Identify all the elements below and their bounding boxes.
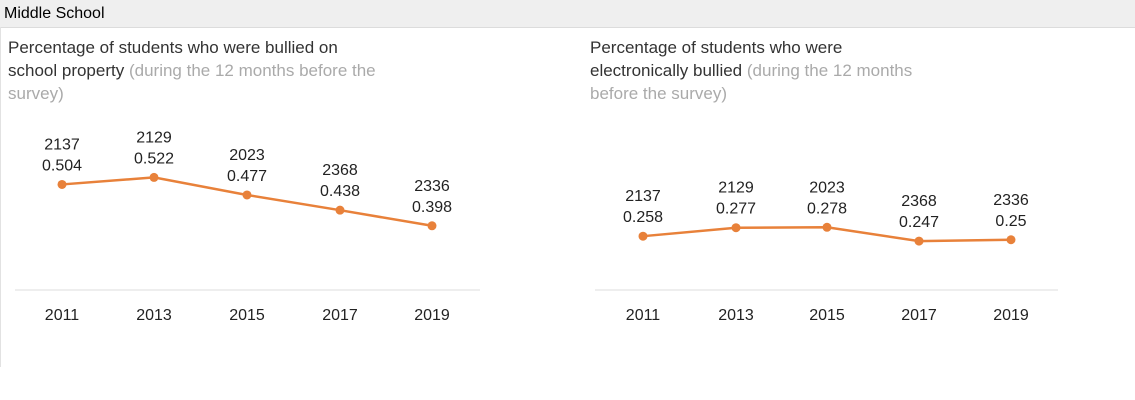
data-label-value: 0.278 [807,200,847,217]
chart-title-main: Percentage of students who were electron… [590,38,843,80]
data-label-value: 0.522 [134,150,174,167]
chart-title-main: Percentage of students who were bullied … [8,38,338,80]
x-tick-label: 2015 [809,307,845,324]
data-label-count: 2336 [993,192,1029,209]
x-tick-label: 2019 [993,307,1029,324]
data-label-count: 2023 [809,179,845,196]
data-point [149,172,159,182]
x-tick-label: 2013 [136,307,172,324]
data-label-value: 0.477 [227,168,267,185]
data-point [731,223,741,233]
x-tick-label: 2017 [322,307,358,324]
x-tick-label: 2019 [414,307,450,324]
x-tick-label: 2011 [626,307,661,324]
chart-subtitle: (during the 12 months before the survey) [590,61,913,103]
data-label-value: 0.398 [412,199,452,216]
data-label-count: 2368 [322,162,358,179]
x-tick-label: 2015 [229,307,265,324]
data-point [427,221,437,231]
data-label-count: 2129 [718,180,754,197]
data-point [57,179,67,189]
data-label-value: 0.504 [42,157,82,174]
data-point [638,231,648,241]
section-title: Middle School [4,5,105,22]
chart-title-bullied-on-property: Percentage of students who were bullied … [8,36,388,105]
data-point [914,236,924,246]
data-label-count: 2129 [136,129,172,146]
data-label-value: 0.258 [623,209,663,226]
data-label-count: 2336 [414,178,450,195]
data-label-value: 0.25 [995,213,1026,230]
data-point [335,205,345,215]
data-label-value: 0.438 [320,183,360,200]
x-tick-label: 2011 [45,307,80,324]
data-label-count: 2368 [901,193,937,210]
chart-subtitle: (during the 12 months before the survey) [8,61,376,103]
section-header: Middle School [0,0,1135,28]
data-label-count: 2023 [229,147,265,164]
data-label-count: 2137 [44,136,80,153]
left-divider [0,27,1,367]
chart-title-electronically-bullied: Percentage of students who were electron… [590,36,920,105]
data-label-value: 0.247 [899,214,939,231]
x-tick-label: 2017 [901,307,937,324]
data-point [1006,235,1016,245]
data-point [242,190,252,200]
x-tick-label: 2013 [718,307,754,324]
data-label-count: 2137 [625,188,661,205]
data-label-value: 0.277 [716,201,756,218]
data-point [822,222,832,232]
